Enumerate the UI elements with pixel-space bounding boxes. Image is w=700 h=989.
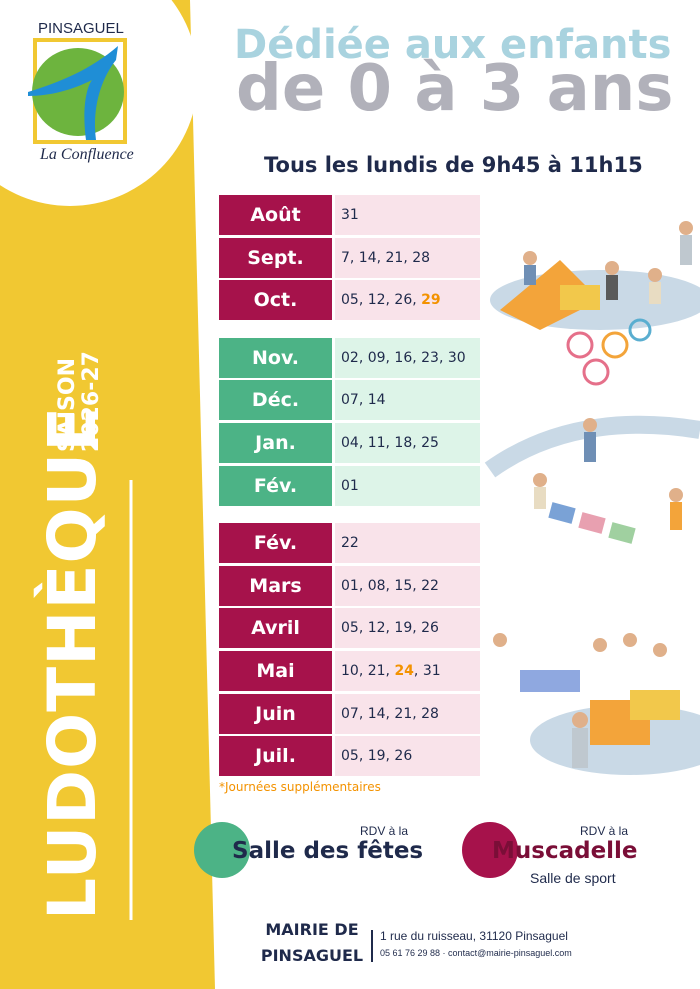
side-years: 2026-27 bbox=[79, 351, 104, 452]
date-text: 04, 11, 18, 25 bbox=[341, 435, 439, 451]
date-text: 01, 08, 15, 22 bbox=[341, 577, 439, 594]
month-cell: Fév. bbox=[219, 465, 332, 506]
date-text: 02, 09, 16, 23, 30 bbox=[341, 349, 466, 366]
date-text: , 31 bbox=[413, 663, 441, 679]
month-cell: Nov. bbox=[219, 337, 332, 378]
logo-top: PINSAGUEL bbox=[38, 20, 124, 37]
venue-name: Salle des fêtes bbox=[232, 838, 424, 864]
dates-cell: 05, 12, 26, 29 bbox=[335, 280, 480, 321]
month-cell: Mars bbox=[219, 565, 332, 606]
month-cell: Mai bbox=[219, 651, 332, 691]
date-text: 07, 14, 21, 28 bbox=[341, 705, 439, 722]
month-cell: Jan. bbox=[219, 423, 332, 463]
dates-cell: 05, 19, 26 bbox=[335, 736, 480, 777]
side-title: LUDOTHÈQUE bbox=[34, 405, 111, 920]
date-text: 24 bbox=[394, 663, 414, 679]
month-cell: Août bbox=[219, 195, 332, 235]
date-text: 05, 12, 26, bbox=[341, 292, 422, 309]
footer-address: 1 rue du ruisseau, 31120 Pinsaguel bbox=[380, 929, 568, 943]
month-cell: Avril bbox=[219, 608, 332, 649]
dates-cell: 02, 09, 16, 23, 30 bbox=[335, 337, 480, 378]
date-text: 05, 12, 19, 26 bbox=[341, 620, 439, 637]
date-text: 07, 14 bbox=[341, 392, 386, 409]
month-cell: Juil. bbox=[219, 736, 332, 777]
month-cell: Sept. bbox=[219, 237, 332, 278]
venue-circle bbox=[462, 822, 518, 878]
footer-contact: 05 61 76 29 88 · contact@mairie-pinsague… bbox=[380, 948, 572, 958]
yellow-band bbox=[0, 0, 215, 989]
dates-cell: 07, 14, 21, 28 bbox=[335, 693, 480, 734]
date-text: 31 bbox=[341, 207, 359, 223]
dates-cell: 7, 14, 21, 28 bbox=[335, 237, 480, 278]
note: *Journées supplémentaires bbox=[219, 780, 381, 794]
date-text: 05, 19, 26 bbox=[341, 748, 413, 765]
date-text: 10, 21, bbox=[341, 663, 395, 679]
schedule: Tous les lundis de 9h45 à 11h15 bbox=[264, 153, 643, 177]
header-line1: Dédiée aux enfants bbox=[234, 22, 672, 68]
dates-cell: 01 bbox=[335, 465, 480, 506]
dates-cell: 31 bbox=[335, 195, 480, 235]
month-cell: Juin bbox=[219, 693, 332, 734]
month-cell: Déc. bbox=[219, 380, 332, 421]
dates-cell: 01, 08, 15, 22 bbox=[335, 565, 480, 606]
side-season: SAISON bbox=[55, 357, 80, 452]
date-text: 7, 14, 21, 28 bbox=[341, 249, 431, 266]
date-text: 01 bbox=[341, 477, 359, 494]
venue-circle bbox=[194, 822, 250, 878]
footer-name-2: PINSAGUEL bbox=[260, 946, 364, 965]
date-text: 29 bbox=[421, 292, 441, 309]
venue-detail: Salle de sport bbox=[530, 870, 616, 886]
side-season-block: SAISON 2026-27 bbox=[55, 351, 104, 452]
dates-cell: 04, 11, 18, 25 bbox=[335, 423, 480, 463]
illustration bbox=[484, 221, 700, 775]
venue-name: Muscadelle bbox=[492, 838, 638, 864]
logo-mark bbox=[28, 46, 118, 140]
footer-name-1: MAIRIE DE bbox=[265, 920, 359, 939]
dates-cell: 05, 12, 19, 26 bbox=[335, 608, 480, 649]
date-text: 22 bbox=[341, 535, 359, 552]
dates-cell: 10, 21, 24, 31 bbox=[335, 651, 480, 691]
month-cell: Oct. bbox=[219, 280, 332, 321]
logo-bottom: La Confluence bbox=[40, 146, 134, 163]
venue-prefix: RDV à la bbox=[580, 824, 629, 838]
venue-prefix: RDV à la bbox=[360, 824, 409, 838]
header-line2: de 0 à 3 ans bbox=[236, 52, 674, 126]
dates-cell: 07, 14 bbox=[335, 380, 480, 421]
dates-cell: 22 bbox=[335, 523, 480, 564]
month-cell: Fév. bbox=[219, 523, 332, 564]
